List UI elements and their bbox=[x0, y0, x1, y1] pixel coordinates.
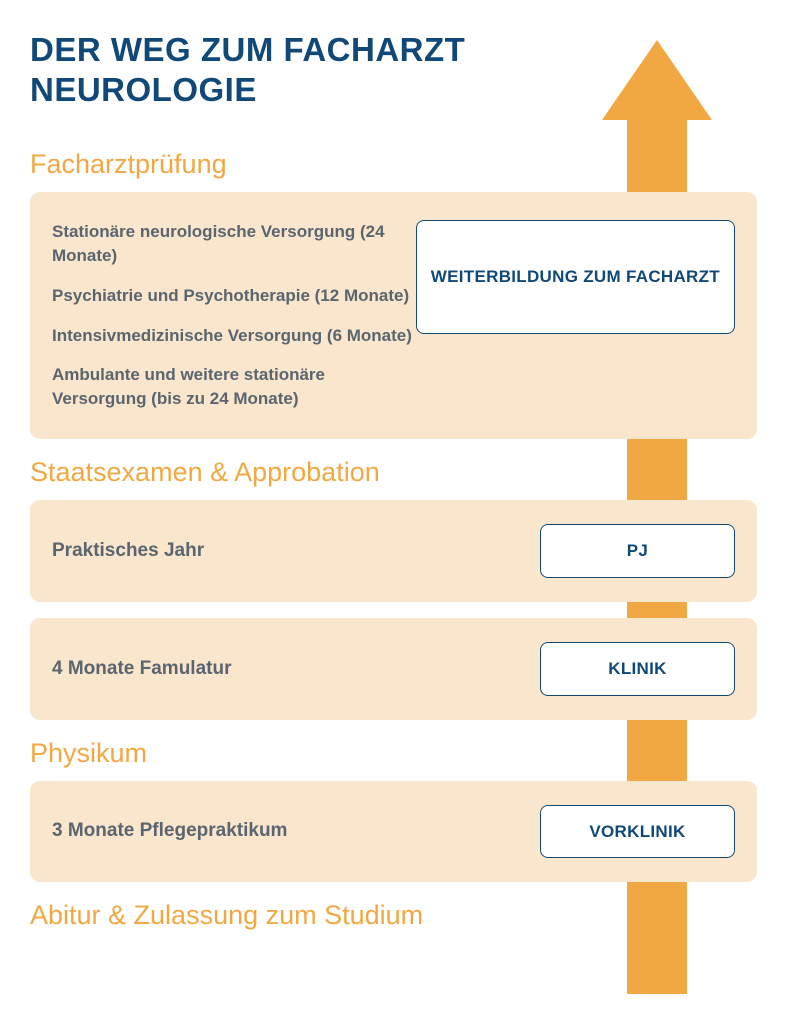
stage-klinik: 4 Monate Famulatur KLINIK bbox=[30, 618, 757, 720]
heading-physikum: Physikum bbox=[30, 738, 757, 769]
heading-staatsexamen: Staatsexamen & Approbation bbox=[30, 457, 757, 488]
badge-weiterbildung: WEITERBILDUNG ZUM FACHARZT bbox=[416, 220, 735, 334]
list-item: Intensivmedizinische Versorgung (6 Monat… bbox=[52, 324, 416, 348]
stage-pj-text: Praktisches Jahr bbox=[52, 540, 204, 562]
heading-abitur: Abitur & Zulassung zum Studium bbox=[30, 900, 757, 931]
stage-weiterbildung-items: Stationäre neurologische Versorgung (24 … bbox=[52, 220, 416, 411]
list-item: Ambulante und weitere stationäre Versorg… bbox=[52, 363, 416, 411]
heading-facharztpruefung: Facharztprüfung bbox=[30, 149, 757, 180]
stage-vorklinik-text: 3 Monate Pflegepraktikum bbox=[52, 820, 287, 842]
content-area: DER WEG ZUM FACHARZT NEUROLOGIE Facharzt… bbox=[30, 30, 757, 931]
badge-klinik: KLINIK bbox=[540, 642, 735, 696]
list-item: Stationäre neurologische Versorgung (24 … bbox=[52, 220, 416, 268]
stage-pj: Praktisches Jahr PJ bbox=[30, 500, 757, 602]
page-title: DER WEG ZUM FACHARZT NEUROLOGIE bbox=[30, 30, 530, 109]
list-item: Psychiatrie und Psychotherapie (12 Monat… bbox=[52, 284, 416, 308]
stage-vorklinik: 3 Monate Pflegepraktikum VORKLINIK bbox=[30, 781, 757, 883]
stage-weiterbildung: Stationäre neurologische Versorgung (24 … bbox=[30, 192, 757, 439]
stage-klinik-text: 4 Monate Famulatur bbox=[52, 658, 231, 680]
badge-vorklinik: VORKLINIK bbox=[540, 805, 735, 859]
badge-pj: PJ bbox=[540, 524, 735, 578]
